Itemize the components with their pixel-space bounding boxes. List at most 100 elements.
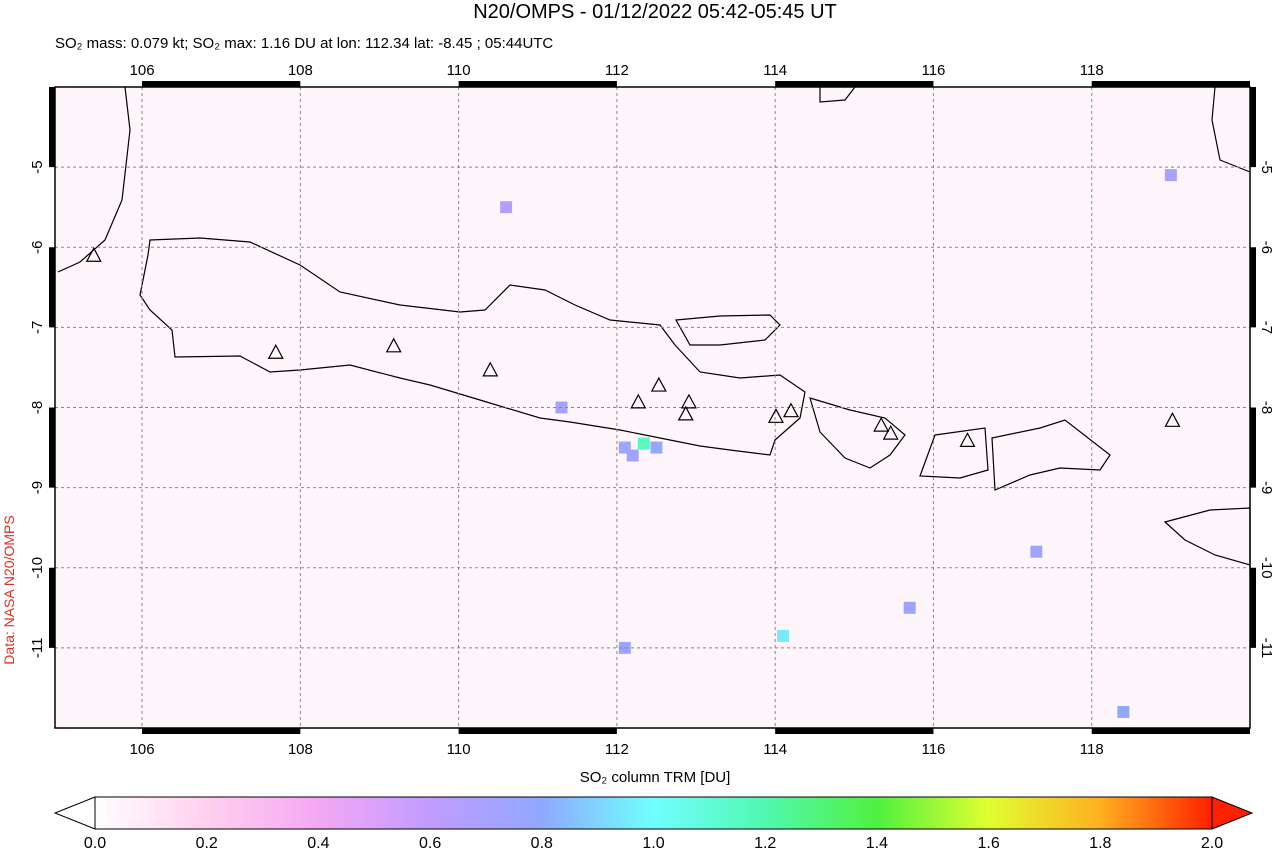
x-tick-label: 114 — [763, 62, 787, 79]
frame-bar — [49, 247, 55, 328]
so2-cell — [618, 641, 631, 654]
x-tick-label: 116 — [921, 741, 945, 758]
madura — [675, 314, 781, 346]
volcano — [767, 408, 784, 423]
x-tick-label: 112 — [605, 741, 629, 758]
subtitle: SO₂ mass: 0.079 kt; SO₂ max: 1.16 DU at … — [55, 35, 553, 52]
frame-bar — [142, 728, 301, 734]
colorbar-tick-label: 1.6 — [977, 835, 999, 852]
colorbar-ticks: 0.0 0.2 0.4 0.6 0.8 1.0 1.2 1.4 1.6 1.8 2.0 — [84, 835, 1223, 852]
so2-cell — [777, 629, 790, 642]
colorbar-over — [1211, 796, 1254, 830]
so2-cell — [637, 437, 650, 450]
x-tick-label: 108 — [288, 741, 313, 758]
x-tick-label: 108 — [288, 62, 313, 79]
y-tick-label: -11 — [1258, 638, 1272, 659]
volcano — [650, 376, 667, 392]
so2-cell — [903, 601, 916, 614]
y-tick-label: -8 — [29, 401, 46, 414]
colorbar-tick-label: 0.0 — [84, 835, 106, 852]
colorbar-label: SO₂ column TRM [DU] — [580, 769, 731, 786]
coastlines — [57, 86, 1251, 566]
colorbar-tick-label: 0.4 — [307, 835, 329, 852]
volcano — [630, 393, 647, 409]
sulawesi — [1211, 86, 1251, 173]
y-tick-label: -9 — [1258, 481, 1272, 494]
y-tick-label: -5 — [29, 160, 46, 173]
frame-bar — [1250, 567, 1256, 648]
y-tick-label: -8 — [1258, 401, 1272, 414]
x-tick-label: 118 — [1080, 741, 1104, 758]
sumatra — [57, 86, 131, 273]
x-tick-label: 110 — [447, 741, 471, 758]
colorbar-tick-label: 0.2 — [196, 835, 218, 852]
frame — [49, 81, 1256, 734]
volcano — [873, 416, 890, 432]
frame-bar — [1091, 81, 1250, 87]
x-tick-label: 114 — [763, 741, 787, 758]
volcano — [680, 393, 697, 409]
colorbar-tick-label: 1.0 — [642, 835, 664, 852]
frame-bar — [1250, 87, 1256, 168]
frame-bar — [49, 407, 55, 488]
volcano — [385, 337, 402, 353]
frame-bar — [1250, 407, 1256, 488]
frame-bar — [775, 728, 934, 734]
sumbawa — [991, 419, 1111, 491]
so2-cell — [1164, 169, 1177, 182]
colorbar-tick-label: 1.2 — [754, 835, 776, 852]
frame-bar — [1250, 247, 1256, 328]
lombok — [919, 427, 989, 479]
so2-cell — [1030, 545, 1043, 558]
so2-layer — [500, 169, 1177, 718]
colorbar-under — [53, 796, 96, 830]
y-tick-label: -7 — [29, 321, 46, 334]
y-tick-label: -6 — [1258, 241, 1272, 254]
colorbar-tick-label: 1.4 — [866, 835, 888, 852]
volcano — [1164, 412, 1181, 427]
y-tick-label: -6 — [29, 241, 46, 254]
bali — [809, 397, 906, 469]
java — [139, 237, 806, 456]
volcano — [677, 405, 694, 421]
x-tick-label: 118 — [1080, 62, 1104, 79]
so2-cell — [500, 201, 513, 214]
title: N20/OMPS - 01/12/2022 05:42-05:45 UT — [473, 1, 837, 23]
colorbar-tick-label: 2.0 — [1201, 835, 1223, 852]
x-tick-label: 106 — [130, 62, 155, 79]
x-tick-label: 110 — [447, 62, 471, 79]
borneo — [819, 86, 856, 103]
frame-bar — [458, 81, 617, 87]
y-tick-label: -11 — [29, 638, 46, 659]
frame-bar — [1091, 728, 1250, 734]
frame-bar — [49, 567, 55, 648]
colorbar-tick-label: 0.6 — [419, 835, 441, 852]
y-tick-label: -5 — [1258, 160, 1272, 173]
volcano — [782, 402, 799, 418]
volcano — [482, 361, 499, 377]
x-tick-label: 106 — [130, 741, 155, 758]
colorbar — [94, 796, 1213, 830]
y-tick-label: -10 — [1258, 557, 1272, 579]
frame-bar — [458, 728, 617, 734]
volcano — [959, 432, 976, 447]
y-tick-label: -10 — [29, 557, 46, 579]
colorbar-tick-label: 1.8 — [1089, 835, 1111, 852]
credit: Data: NASA N20/OMPS — [1, 515, 17, 664]
frame-bar — [775, 81, 934, 87]
volcano — [882, 424, 899, 440]
volcano — [85, 246, 102, 262]
grid: 106 106 108 108 110 110 112 112 114 114 116 116 118 1… — [29, 62, 1272, 758]
y-tick-label: -9 — [29, 481, 46, 494]
frame-bar — [49, 87, 55, 168]
frame-bar — [142, 81, 301, 87]
x-tick-label: 116 — [921, 62, 945, 79]
x-tick-label: 112 — [605, 62, 629, 79]
so2-cell — [626, 449, 639, 462]
colorbar-tick-label: 0.8 — [531, 835, 553, 852]
volcano — [267, 343, 284, 359]
so2-cell — [1117, 705, 1130, 718]
map-border — [54, 86, 1251, 729]
so2-cell — [650, 441, 663, 454]
